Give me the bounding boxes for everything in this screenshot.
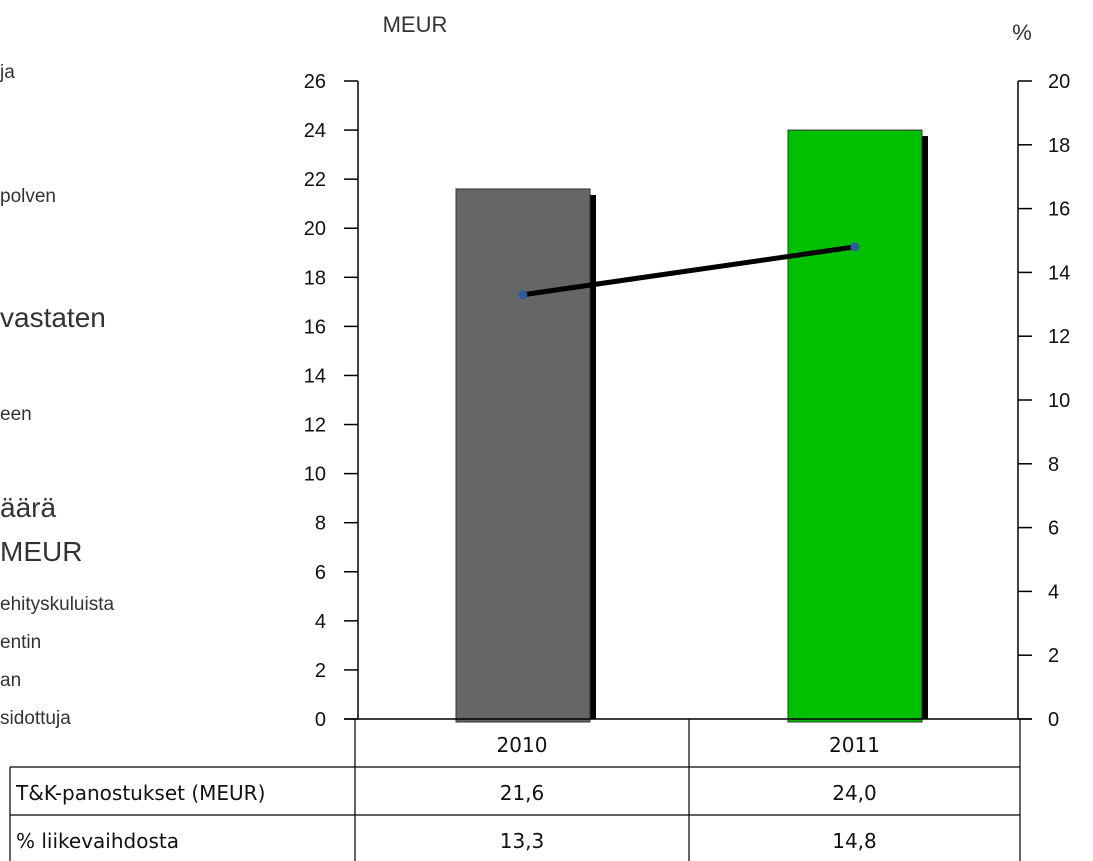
partial-text-line-8: entin: [0, 632, 42, 653]
table-row-label: % liikevaihdosta: [16, 829, 179, 853]
left-tick-label: 0: [315, 709, 326, 731]
left-tick-label: 4: [315, 611, 326, 633]
partial-text-line-2: polven: [0, 186, 56, 207]
right-tick-label: 20: [1048, 71, 1070, 93]
right-tick-label: 12: [1048, 326, 1070, 348]
right-tick-label: 10: [1048, 390, 1070, 412]
partial-text-line-5: äärä: [0, 492, 57, 523]
left-tick-label: 24: [304, 120, 326, 142]
table-category-label: 2010: [497, 733, 548, 757]
bar-2010: [455, 188, 591, 723]
table-category-label: 2011: [829, 733, 880, 757]
partial-text-line-4: een: [0, 404, 32, 425]
left-tick-label: 8: [315, 513, 326, 535]
left-tick-label: 14: [304, 365, 326, 387]
percent-revenue-line: [522, 244, 856, 298]
right-tick-label: 0: [1048, 709, 1059, 731]
table-row-label: T&K-panostukset (MEUR): [15, 781, 265, 805]
table-cell-value: 21,6: [500, 781, 545, 805]
right-tick-label: 14: [1048, 262, 1070, 284]
table-cell-value: 13,3: [500, 829, 545, 853]
left-axis-unit-label: MEUR: [383, 12, 448, 37]
left-tick-label: 18: [304, 267, 326, 289]
partial-text-line-9: an: [0, 670, 22, 691]
left-tick-label: 20: [304, 218, 326, 240]
bar-2011: [787, 129, 923, 723]
right-axis-unit-label: %: [1012, 20, 1032, 45]
left-tick-label: 26: [304, 71, 326, 93]
table-cell-value: 24,0: [832, 781, 877, 805]
right-tick-label: 8: [1048, 454, 1059, 476]
line-point-2010: [518, 290, 528, 300]
left-tick-label: 22: [304, 169, 326, 191]
partial-text-line-6: MEUR: [0, 536, 83, 567]
right-tick-label: 18: [1048, 135, 1070, 157]
right-tick-label: 16: [1048, 199, 1070, 221]
line-point-2011: [850, 242, 860, 252]
left-tick-label: 12: [304, 415, 326, 437]
left-tick-label: 10: [304, 464, 326, 486]
left-tick-label: 2: [315, 660, 326, 682]
left-tick-label: 6: [315, 562, 326, 584]
right-tick-label: 4: [1048, 581, 1059, 603]
partial-text-line-1: ja: [0, 62, 15, 83]
table-cell-value: 14,8: [832, 829, 877, 853]
left-tick-label: 16: [304, 316, 326, 338]
partial-text-line-7: ehityskuluista: [0, 594, 115, 615]
partial-text-line-3: vastaten: [0, 302, 106, 333]
partial-text-line-10: sidottuja: [0, 708, 71, 729]
right-tick-label: 2: [1048, 645, 1059, 667]
right-tick-label: 6: [1048, 518, 1059, 540]
